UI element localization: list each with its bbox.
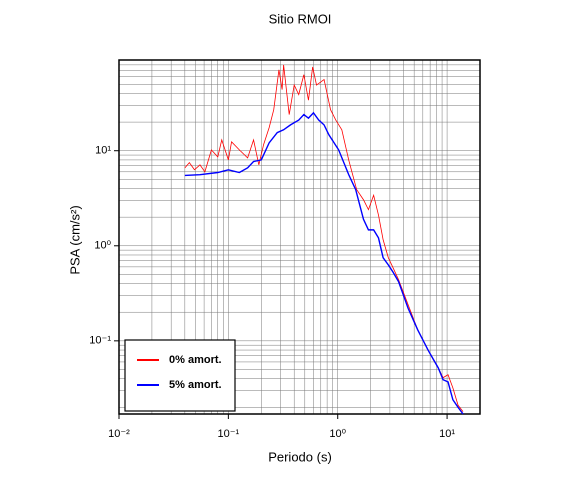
y-tick-label: 10¹ xyxy=(95,145,111,157)
x-tick-label: 10⁰ xyxy=(329,428,346,440)
legend-label: 5% amort. xyxy=(169,379,222,391)
x-tick-label: 10⁻¹ xyxy=(218,428,240,440)
legend-box xyxy=(124,339,236,412)
y-tick-label: 10⁻¹ xyxy=(89,335,111,347)
x-tick-label: 10¹ xyxy=(439,428,455,440)
chart-title: Sitio RMOI xyxy=(269,11,332,26)
y-axis-label: PSA (cm/s²) xyxy=(67,205,82,274)
x-axis-label: Periodo (s) xyxy=(268,449,332,464)
data-line xyxy=(184,111,464,415)
y-tick-label: 10⁰ xyxy=(94,240,111,252)
plot-frame xyxy=(118,59,481,415)
legend-label: 0% amort. xyxy=(169,354,222,366)
x-tick-label: 10⁻² xyxy=(108,428,130,440)
